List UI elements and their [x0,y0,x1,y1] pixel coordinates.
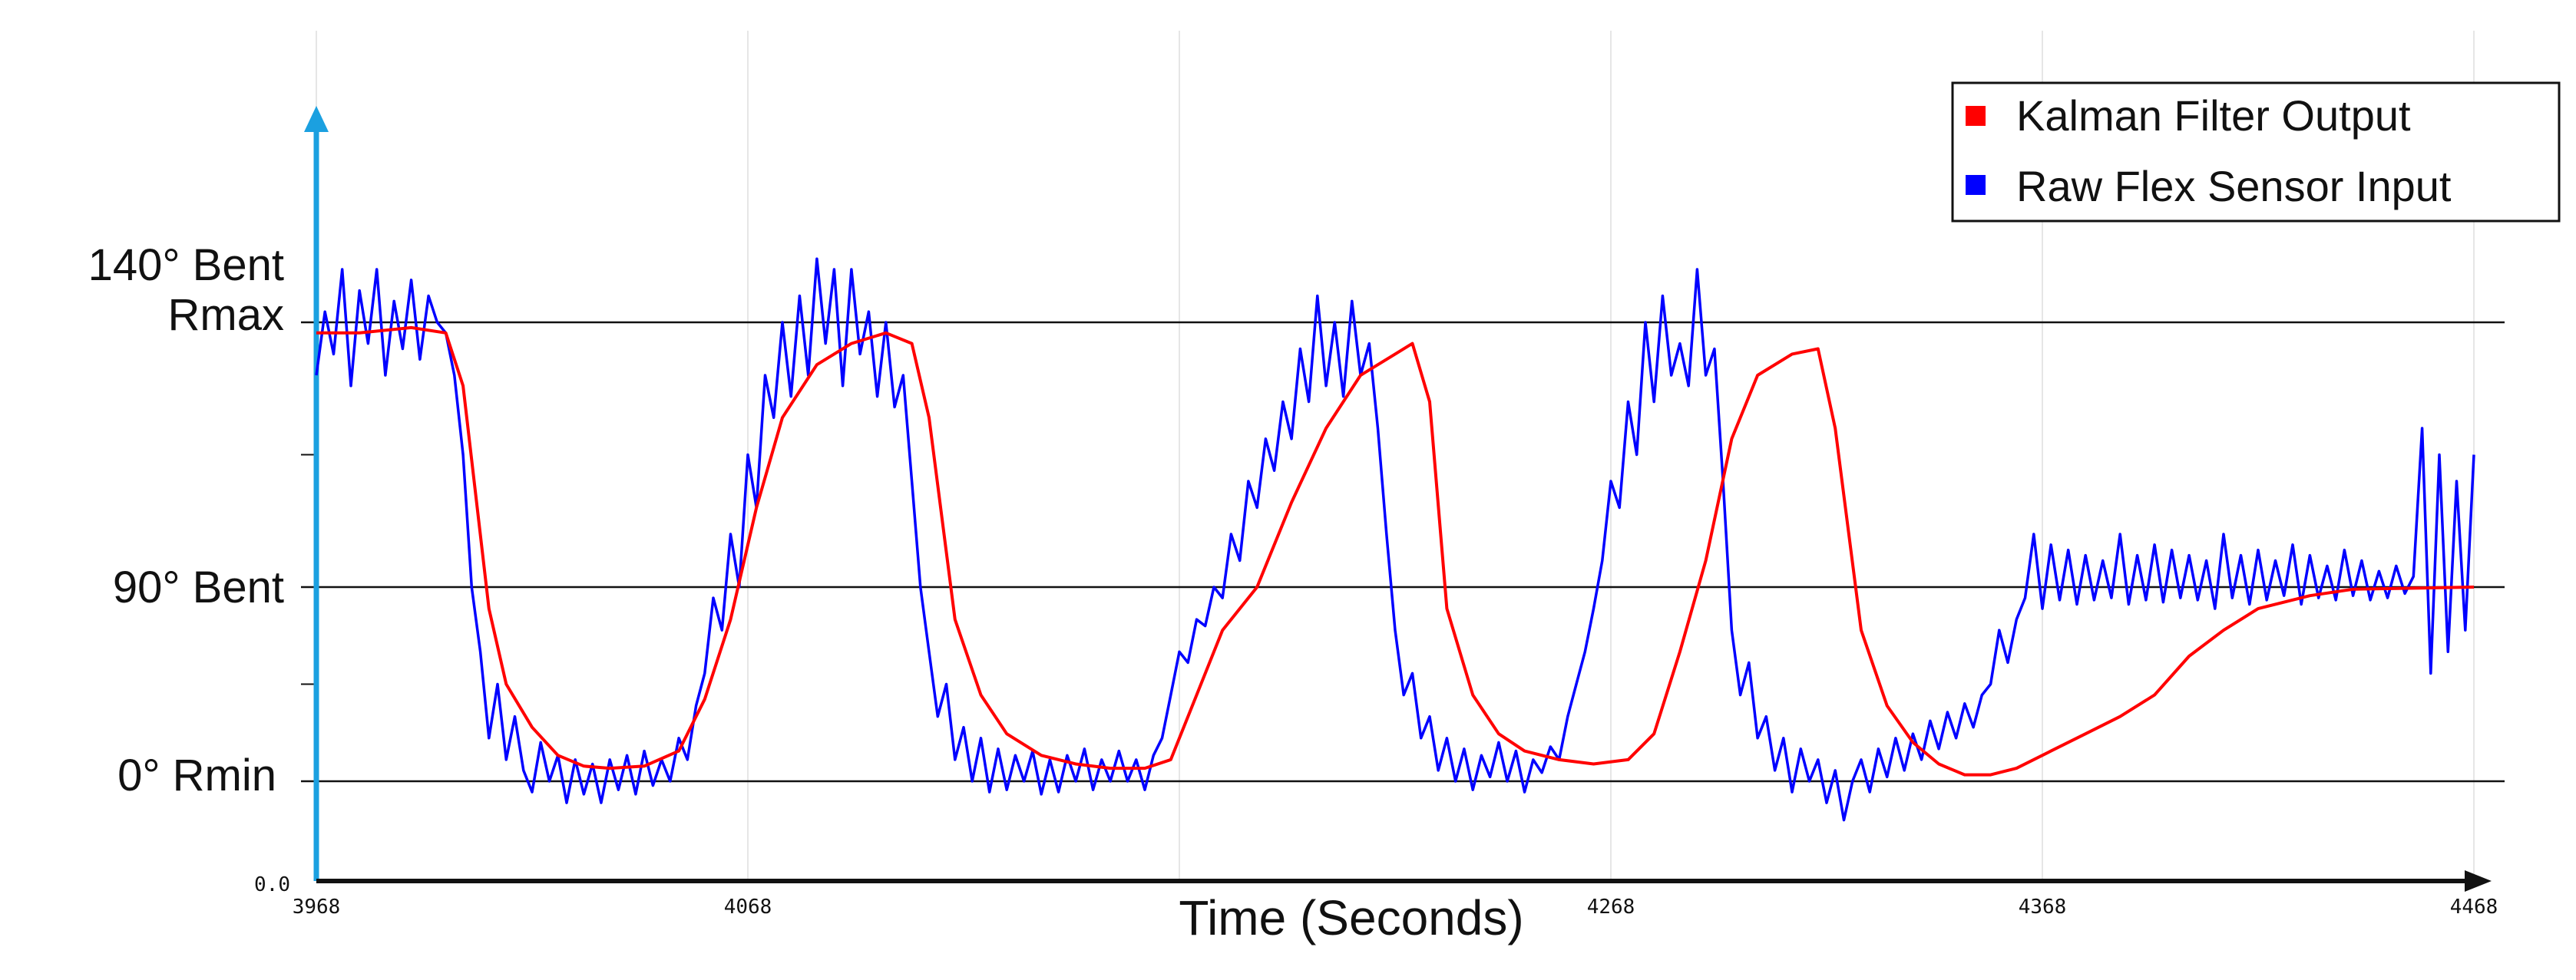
legend-swatch-raw [1966,175,1986,195]
reference-lines [301,321,2505,783]
x-tick-labels: 3968 4068 4268 4368 4468 [293,896,2498,919]
series-line-kalman-filter-output [316,325,2475,777]
y-axis-arrow-icon [304,106,329,132]
legend-label-kalman: Kalman Filter Output [2016,91,2411,140]
x-axis-label: Time (Seconds) [1179,890,1523,945]
series-line-raw-flex-sensor-input [315,257,2475,822]
x-axis-arrow-icon [2465,870,2492,892]
legend: Kalman Filter Output Raw Flex Sensor Inp… [1951,81,2561,223]
x-tick-label-4: 4468 [2450,896,2498,919]
ref-label-0: 0° Rmin [117,751,276,800]
x-tick-label-3: 4368 [2019,896,2067,919]
ref-label-140-line2: Rmax [168,290,284,340]
legend-swatch-kalman [1966,106,1986,126]
legend-box [1951,81,2561,223]
y-origin-label: 0.0 [254,873,290,896]
x-tick-label-0: 3968 [293,896,341,919]
legend-label-raw: Raw Flex Sensor Input [2016,162,2452,210]
ref-label-140-line1: 140° Bent [88,240,284,290]
x-tick-label-2: 4268 [1587,896,1635,919]
ref-label-90: 90° Bent [113,563,284,612]
x-tick-label-1: 4068 [724,896,772,919]
